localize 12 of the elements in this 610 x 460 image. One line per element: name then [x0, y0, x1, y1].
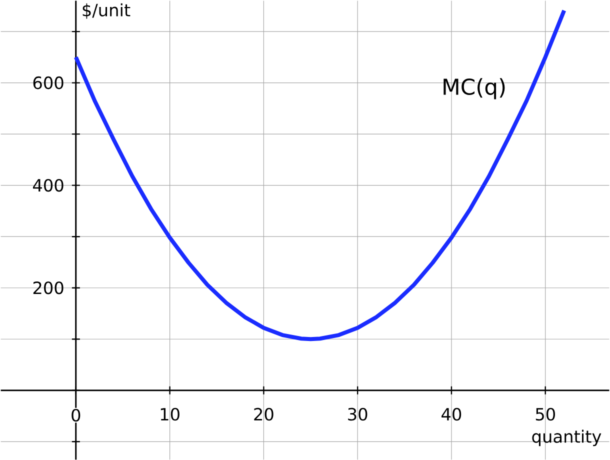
x-axis-title: quantity — [532, 430, 602, 446]
x-tick-label: 0 — [72, 408, 80, 422]
x-tick-label: 50 — [536, 408, 555, 420]
x-tick-label: 40 — [442, 408, 462, 420]
x-tick-label: 10 — [160, 408, 180, 420]
x-tick-label: 20 — [254, 408, 274, 420]
y-tick-label: 600 — [33, 76, 64, 90]
y-tick-label: 200 — [33, 281, 64, 294]
x-tick-label: 30 — [348, 408, 368, 420]
y-axis-title: $/unit — [82, 3, 130, 19]
series-label: MC(q) — [444, 78, 505, 100]
y-tick-label: 400 — [33, 178, 64, 192]
